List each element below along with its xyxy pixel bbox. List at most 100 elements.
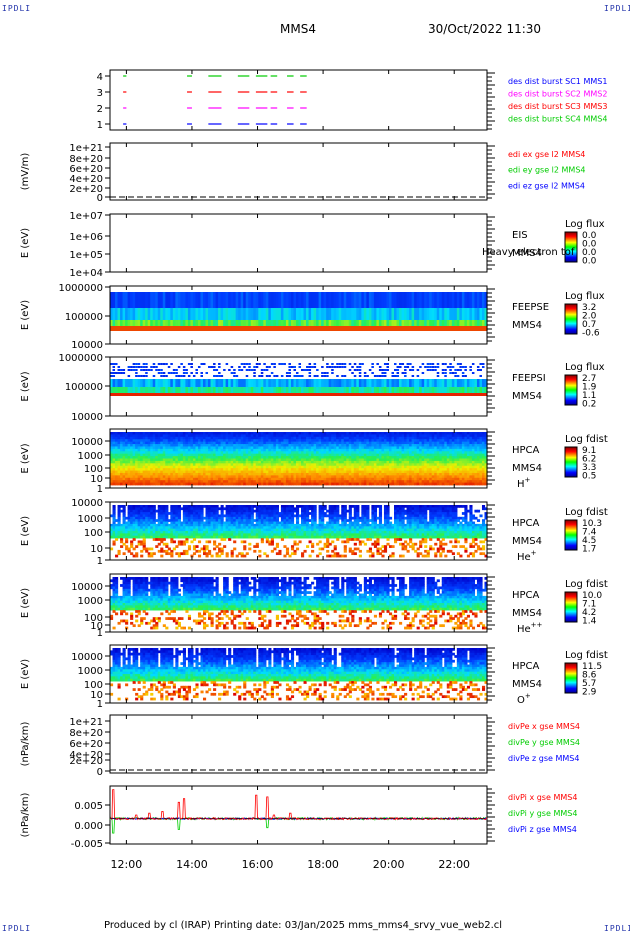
series-label: des dist burst SC3 MMS3 xyxy=(508,102,607,111)
corner-label-top-right: IPDLI xyxy=(604,4,630,13)
corner-label-bottom-left: IPDLI xyxy=(2,924,32,933)
y-tick-label: 100 xyxy=(84,464,103,475)
colorbar-tick-label: 2.9 xyxy=(582,688,597,698)
y-axis-label: (nPa/km) xyxy=(20,793,31,838)
colorbar-tick-label: 10.3 xyxy=(582,519,602,529)
colorbar-tick-label: 7.1 xyxy=(582,600,596,610)
panel-frame-hpca_he xyxy=(109,501,488,561)
datetime-title: 30/Oct/2022 11:30 xyxy=(428,22,542,36)
colorbar xyxy=(564,231,578,263)
y-tick-label: 0 xyxy=(97,767,103,778)
colorbar-tick-label: 0.0 xyxy=(582,231,597,241)
spectrogram-hpca_he xyxy=(110,505,488,558)
series-label: des dist burst SC4 MMS4 xyxy=(508,115,607,124)
colorbar-title: Log flux xyxy=(565,291,605,302)
y-tick-label: 1e+05 xyxy=(69,250,103,261)
y-tick-label: 4 xyxy=(97,72,103,83)
y-tick-label: 6e+20 xyxy=(69,739,103,750)
colorbar-tick-label: 1.7 xyxy=(582,545,596,555)
colorbar-tick-label: 8.6 xyxy=(582,671,597,681)
colorbar-title: Log fdist xyxy=(565,650,608,661)
y-tick-label: 1000 xyxy=(78,596,103,607)
series-label: edi ex gse l2 MMS4 xyxy=(508,150,585,159)
y-tick-label: 10000 xyxy=(71,340,103,351)
colorbar-tick-label: 2.7 xyxy=(582,374,596,384)
panel-frame-burst xyxy=(109,69,488,131)
y-tick-label: 10 xyxy=(90,544,103,555)
y-tick-label: 3 xyxy=(97,88,103,99)
colorbar-tick-label: 4.2 xyxy=(582,608,596,618)
colorbar-tick-label: 11.5 xyxy=(582,662,602,672)
y-tick-label: 10000 xyxy=(71,652,103,663)
y-tick-label: 0.000 xyxy=(74,821,103,832)
colorbar-title: Log flux xyxy=(565,362,605,373)
spacecraft-label: MMS4 xyxy=(512,536,542,547)
y-tick-label: -0.005 xyxy=(71,839,103,850)
colorbar xyxy=(564,446,578,478)
y-tick-label: 0 xyxy=(97,193,103,204)
y-tick-label: 100 xyxy=(84,680,103,691)
y-axis-label: E (eV) xyxy=(20,228,31,258)
species-label: O+ xyxy=(517,692,531,706)
instrument-label: FEEPSI xyxy=(512,373,546,384)
series-label: des dist burst SC1 MMS1 xyxy=(508,77,607,86)
colorbar-title: Log fdist xyxy=(565,434,608,445)
y-tick-label: 1 xyxy=(97,628,103,639)
spectrogram-feepse xyxy=(110,292,488,331)
spacecraft-label: MMS4 xyxy=(512,248,542,259)
y-axis-label: (nPa/km) xyxy=(20,722,31,767)
panel-frame-divpi xyxy=(109,785,488,845)
spacecraft-label: MMS4 xyxy=(512,391,542,402)
spectrogram-hpca_o xyxy=(110,648,488,701)
y-tick-label: 100 xyxy=(84,613,103,624)
y-tick-label: 1000000 xyxy=(58,283,103,294)
y-axis-label: E (eV) xyxy=(20,516,31,546)
y-tick-label: 1000000 xyxy=(58,353,103,364)
y-tick-label: 100 xyxy=(84,528,103,539)
series-label: divPi z gse MMS4 xyxy=(508,825,577,834)
colorbar-tick-label: 0.2 xyxy=(582,400,596,410)
colorbar-title: Log flux xyxy=(565,219,605,230)
instrument-label: HPCA xyxy=(512,445,540,456)
panel-frame-hpca_o xyxy=(109,644,488,704)
colorbar-title: Log fdist xyxy=(565,507,608,518)
y-tick-label: 10 xyxy=(90,690,103,701)
y-tick-label: 6e+20 xyxy=(69,164,103,175)
colorbar-title: Log fdist xyxy=(565,579,608,590)
y-axis-label: (mV/m) xyxy=(20,153,31,191)
y-tick-label: 2 xyxy=(97,104,103,115)
y-tick-label: 10 xyxy=(90,621,103,632)
species-label: H+ xyxy=(517,476,531,490)
y-tick-label: 1e+07 xyxy=(69,211,103,222)
instrument-label: EIS xyxy=(512,230,528,241)
corner-label-bottom-right: IPDLI xyxy=(604,924,630,933)
y-tick-label: 1 xyxy=(97,120,103,131)
y-axis-label: E (eV) xyxy=(20,300,31,330)
series-label: divPi y gse MMS4 xyxy=(508,809,577,818)
colorbar-tick-label: 0.0 xyxy=(582,248,597,258)
series-label: divPe x gse MMS4 xyxy=(508,722,580,731)
colorbar-tick-label: 1.4 xyxy=(582,617,597,627)
y-tick-label: 1000 xyxy=(78,451,103,462)
y-tick-label: 1 xyxy=(97,699,103,710)
colorbar-tick-label: 4.5 xyxy=(582,536,596,546)
y-tick-label: 1 xyxy=(97,484,103,495)
colorbar-tick-label: 1.9 xyxy=(582,383,597,393)
footer-text: Produced by cl (IRAP) Printing date: 03/… xyxy=(104,920,503,931)
colorbar xyxy=(564,591,578,623)
colorbar-tick-label: -0.6 xyxy=(582,329,600,339)
series-label: edi ez gse l2 MMS4 xyxy=(508,181,585,190)
colorbar xyxy=(564,303,578,335)
y-axis-label: E (eV) xyxy=(20,371,31,401)
y-tick-label: 1e+21 xyxy=(69,143,103,154)
y-tick-label: 0.005 xyxy=(74,801,103,812)
instrument-label: HPCA xyxy=(512,518,540,529)
y-tick-label: 1e+04 xyxy=(69,268,103,279)
y-tick-label: 10 xyxy=(90,474,103,485)
y-tick-label: 8e+20 xyxy=(69,728,103,739)
colorbar-tick-label: 0.0 xyxy=(582,240,597,250)
y-tick-label: 10000 xyxy=(71,498,103,509)
y-tick-label: 1 xyxy=(97,556,103,567)
spacecraft-label: MMS4 xyxy=(512,679,542,690)
